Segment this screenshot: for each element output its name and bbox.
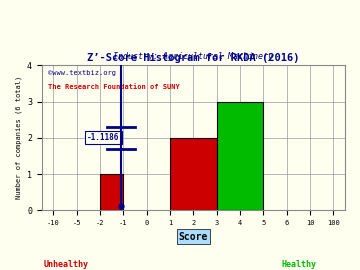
Text: Unhealthy: Unhealthy <box>43 260 88 269</box>
Bar <box>100 174 123 210</box>
X-axis label: Score: Score <box>179 231 208 241</box>
Text: Industry: Agricultural Machinery: Industry: Agricultural Machinery <box>113 52 273 61</box>
Title: Z’-Score Histogram for RKDA (2016): Z’-Score Histogram for RKDA (2016) <box>87 53 300 63</box>
Bar <box>170 138 217 210</box>
Text: ©www.textbiz.org: ©www.textbiz.org <box>48 70 116 76</box>
Text: -1.1186: -1.1186 <box>87 133 120 142</box>
Y-axis label: Number of companies (6 total): Number of companies (6 total) <box>15 76 22 200</box>
Bar <box>217 102 264 210</box>
Text: Healthy: Healthy <box>282 260 317 269</box>
Text: The Research Foundation of SUNY: The Research Foundation of SUNY <box>48 84 180 90</box>
